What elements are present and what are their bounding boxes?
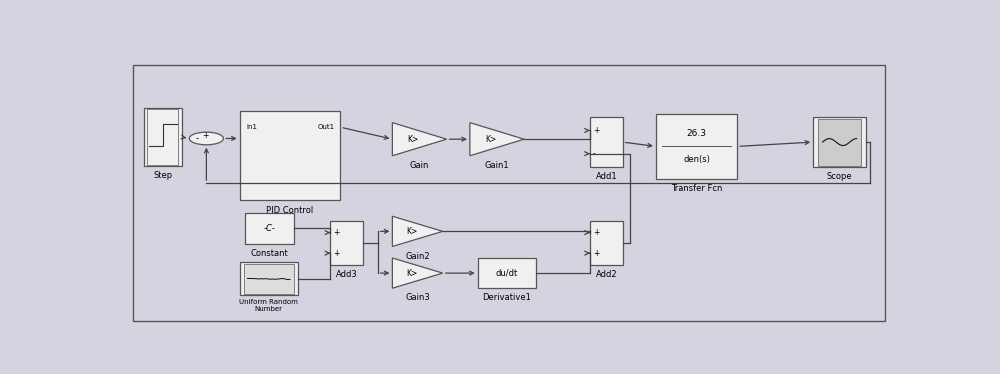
Text: Derivative1: Derivative1 xyxy=(482,294,531,303)
Polygon shape xyxy=(392,258,443,288)
Text: K>: K> xyxy=(406,227,417,236)
Text: 26.3: 26.3 xyxy=(687,129,707,138)
FancyBboxPatch shape xyxy=(240,111,340,200)
Text: Step: Step xyxy=(153,171,173,180)
Text: den(s): den(s) xyxy=(683,155,710,164)
Text: K>: K> xyxy=(407,135,419,144)
Text: +: + xyxy=(333,249,340,258)
Text: Constant: Constant xyxy=(251,249,288,258)
Text: Transfer Fcn: Transfer Fcn xyxy=(671,184,722,193)
FancyBboxPatch shape xyxy=(144,108,182,166)
FancyBboxPatch shape xyxy=(147,109,178,165)
Circle shape xyxy=(189,132,223,145)
Text: Add3: Add3 xyxy=(336,270,358,279)
FancyBboxPatch shape xyxy=(818,119,861,166)
Text: Add2: Add2 xyxy=(595,270,617,279)
FancyBboxPatch shape xyxy=(244,264,294,294)
Text: +: + xyxy=(593,228,599,237)
FancyBboxPatch shape xyxy=(590,221,623,265)
Text: Gain1: Gain1 xyxy=(485,161,509,170)
FancyBboxPatch shape xyxy=(240,262,298,295)
Text: Add1: Add1 xyxy=(595,172,617,181)
Text: -C-: -C- xyxy=(264,224,275,233)
Text: Gain3: Gain3 xyxy=(405,294,430,303)
Text: -: - xyxy=(593,149,596,158)
Text: Gain2: Gain2 xyxy=(405,252,430,261)
Text: Scope: Scope xyxy=(827,172,852,181)
FancyBboxPatch shape xyxy=(656,114,737,179)
Text: -: - xyxy=(195,134,199,143)
FancyBboxPatch shape xyxy=(330,221,363,265)
Text: +: + xyxy=(333,228,340,237)
Text: +: + xyxy=(202,131,209,140)
Text: In1: In1 xyxy=(246,124,257,130)
FancyBboxPatch shape xyxy=(133,65,885,321)
Text: Uniform Random
Number: Uniform Random Number xyxy=(239,300,298,312)
Polygon shape xyxy=(392,216,443,246)
Text: +: + xyxy=(593,249,599,258)
FancyBboxPatch shape xyxy=(813,117,866,167)
Text: +: + xyxy=(593,126,599,135)
Text: du/dt: du/dt xyxy=(496,269,518,278)
Text: Gain: Gain xyxy=(410,161,429,170)
Polygon shape xyxy=(392,123,447,156)
FancyBboxPatch shape xyxy=(245,213,294,243)
Polygon shape xyxy=(470,123,524,156)
Text: K>: K> xyxy=(406,269,417,278)
FancyBboxPatch shape xyxy=(590,117,623,167)
Text: PID Control: PID Control xyxy=(266,206,314,215)
FancyBboxPatch shape xyxy=(478,258,536,288)
Text: Out1: Out1 xyxy=(317,124,334,130)
Text: K>: K> xyxy=(485,135,496,144)
